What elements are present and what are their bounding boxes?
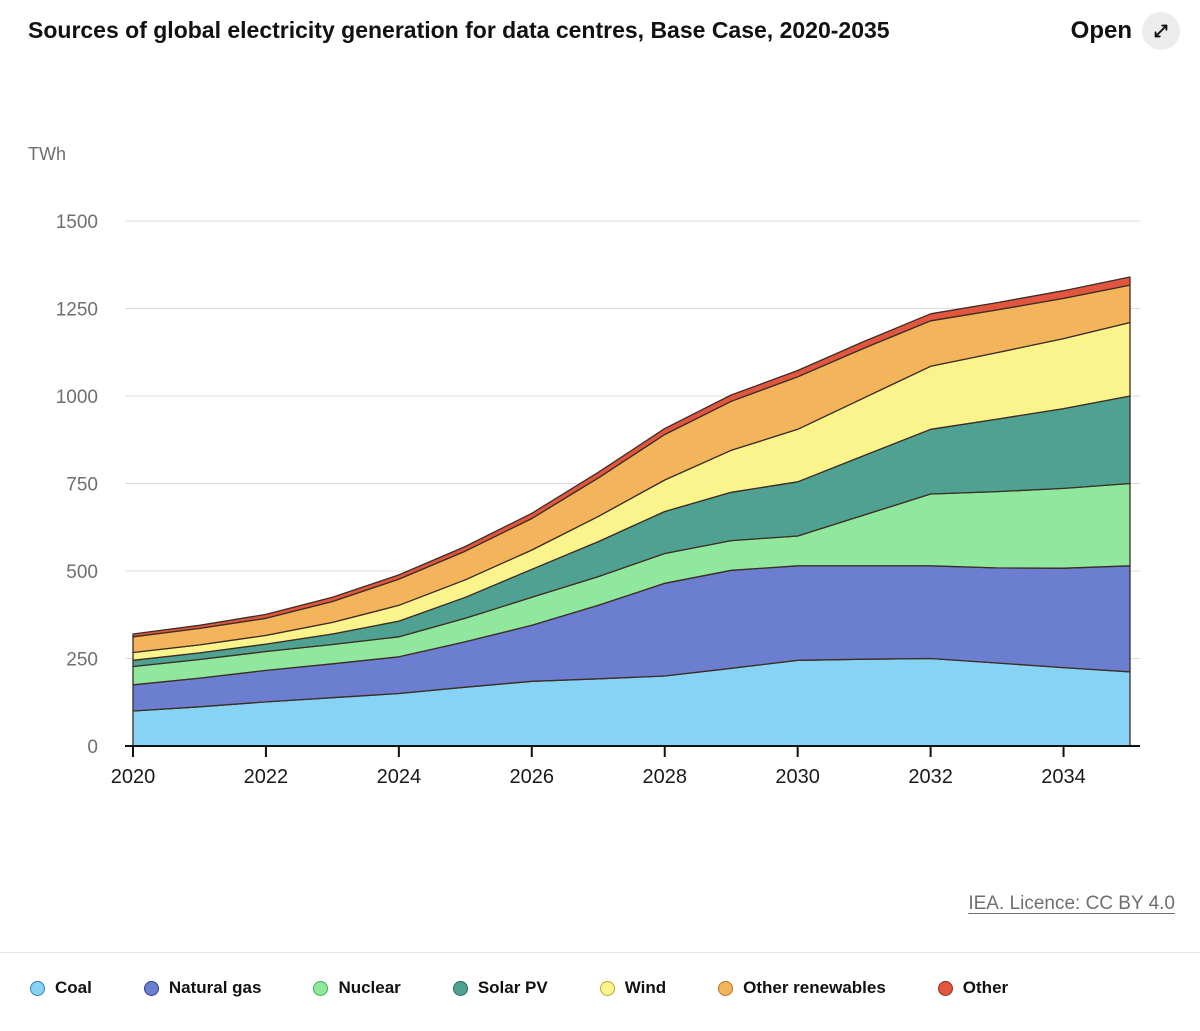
legend-item-other[interactable]: Other (937, 978, 1009, 998)
chart-area: 0 250 500 750 1000 1250 1500 2020 2022 2024 2026 20… (0, 130, 1200, 820)
stacked-area-chart: 0 250 500 750 1000 1250 1500 2020 2022 2024 2026 20… (56, 212, 1140, 788)
legend-item-solar-pv[interactable]: Solar PV (452, 978, 548, 998)
x-tick-label: 2026 (510, 766, 555, 788)
legend-label: Natural gas (168, 978, 262, 997)
x-tick-label: 2032 (908, 766, 953, 788)
x-tick-label: 2034 (1041, 766, 1086, 788)
legend-label: Solar PV (477, 978, 548, 997)
y-tick-label: 0 (87, 737, 98, 758)
legend-item-coal[interactable]: Coal (30, 978, 92, 998)
legend-label: Nuclear (338, 978, 401, 997)
x-tick-label: 2022 (244, 766, 289, 788)
legend-label: Wind (624, 978, 667, 997)
y-tick-label: 1500 (56, 212, 98, 233)
y-tick-label: 1000 (56, 387, 98, 408)
y-tick-label: 250 (66, 650, 98, 671)
legend-label: Coal (55, 978, 92, 997)
y-axis-unit-label: TWh (28, 144, 66, 164)
licence-link[interactable]: IEA. Licence: CC BY 4.0 (968, 893, 1175, 914)
chart-title: Sources of global electricity generation… (28, 17, 890, 43)
legend-dot-coal-icon (30, 980, 45, 996)
legend-label: Other (962, 978, 1009, 997)
legend-item-other-renewables[interactable]: Other renewables (718, 978, 886, 998)
legend-dot-other-icon (937, 980, 953, 996)
legend-dot-other-renewables-icon (718, 980, 734, 996)
chart-legend: Coal Natural gas Nuclear Solar PV Wind Other … (30, 978, 1180, 998)
legend-dot-nuclear-icon (313, 980, 329, 996)
legend-item-wind[interactable]: Wind (599, 978, 667, 998)
open-button[interactable]: Open (1071, 12, 1180, 50)
x-tick-label: 2020 (111, 766, 156, 788)
legend-dot-wind-icon (599, 980, 615, 996)
open-button-label: Open (1070, 17, 1132, 44)
x-tick-label: 2030 (775, 766, 820, 788)
y-tick-label: 750 (66, 475, 98, 496)
legend-dot-solar-pv-icon (452, 980, 468, 996)
legend-dot-natural-gas-icon (143, 980, 159, 996)
y-tick-label: 1250 (56, 300, 98, 321)
legend-divider (0, 952, 1200, 953)
legend-item-nuclear[interactable]: Nuclear (313, 978, 401, 998)
area-other[interactable] (132, 276, 1131, 638)
legend-label: Other renewables (743, 978, 886, 997)
y-tick-label: 500 (66, 562, 98, 583)
legend-item-natural-gas[interactable]: Natural gas (143, 978, 262, 998)
x-tick-label: 2028 (642, 766, 687, 788)
expand-diagonal-icon[interactable] (1142, 12, 1180, 50)
x-tick-label: 2024 (377, 766, 422, 788)
